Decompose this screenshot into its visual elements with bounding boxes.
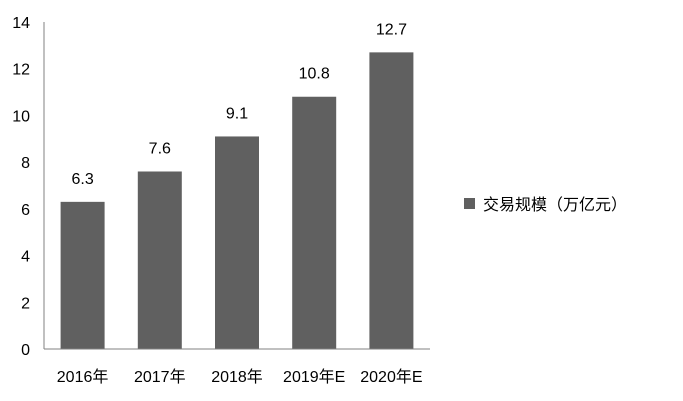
category-label: 2018年: [211, 368, 263, 386]
legend: 交易规模（万亿元）: [464, 191, 627, 215]
bar: [60, 201, 105, 349]
data-label: 6.3: [71, 171, 93, 188]
bar: [292, 96, 337, 349]
category-label: 2019年E: [283, 368, 345, 386]
category-label: 2017年: [134, 368, 186, 386]
data-label: 10.8: [299, 66, 330, 83]
data-label: 7.6: [149, 140, 171, 157]
y-tick-label: 6: [21, 202, 30, 219]
y-tick-label: 4: [21, 249, 30, 266]
category-label: 2020年E: [360, 368, 422, 386]
y-axis-ticks: 0 2 4 6 8 10 12 14: [12, 15, 30, 359]
bar: [369, 52, 414, 349]
legend-label: 交易规模（万亿元）: [483, 197, 628, 214]
y-tick-label: 14: [12, 15, 30, 32]
data-label: 12.7: [376, 21, 407, 38]
y-tick-label: 10: [12, 108, 30, 125]
data-label: 9.1: [226, 105, 248, 122]
data-labels: 6.3 7.6 9.1 10.8 12.7: [71, 21, 407, 187]
category-labels: 2016年 2017年 2018年 2019年E 2020年E: [57, 368, 423, 386]
bar: [215, 136, 259, 349]
y-tick-label: 12: [12, 62, 30, 79]
y-tick-label: 0: [21, 342, 30, 359]
bar: [137, 171, 182, 349]
category-label: 2016年: [57, 368, 109, 386]
y-tick-label: 8: [21, 155, 30, 172]
legend-swatch: [464, 197, 475, 209]
y-tick-label: 2: [21, 295, 30, 312]
bars: [60, 52, 414, 349]
